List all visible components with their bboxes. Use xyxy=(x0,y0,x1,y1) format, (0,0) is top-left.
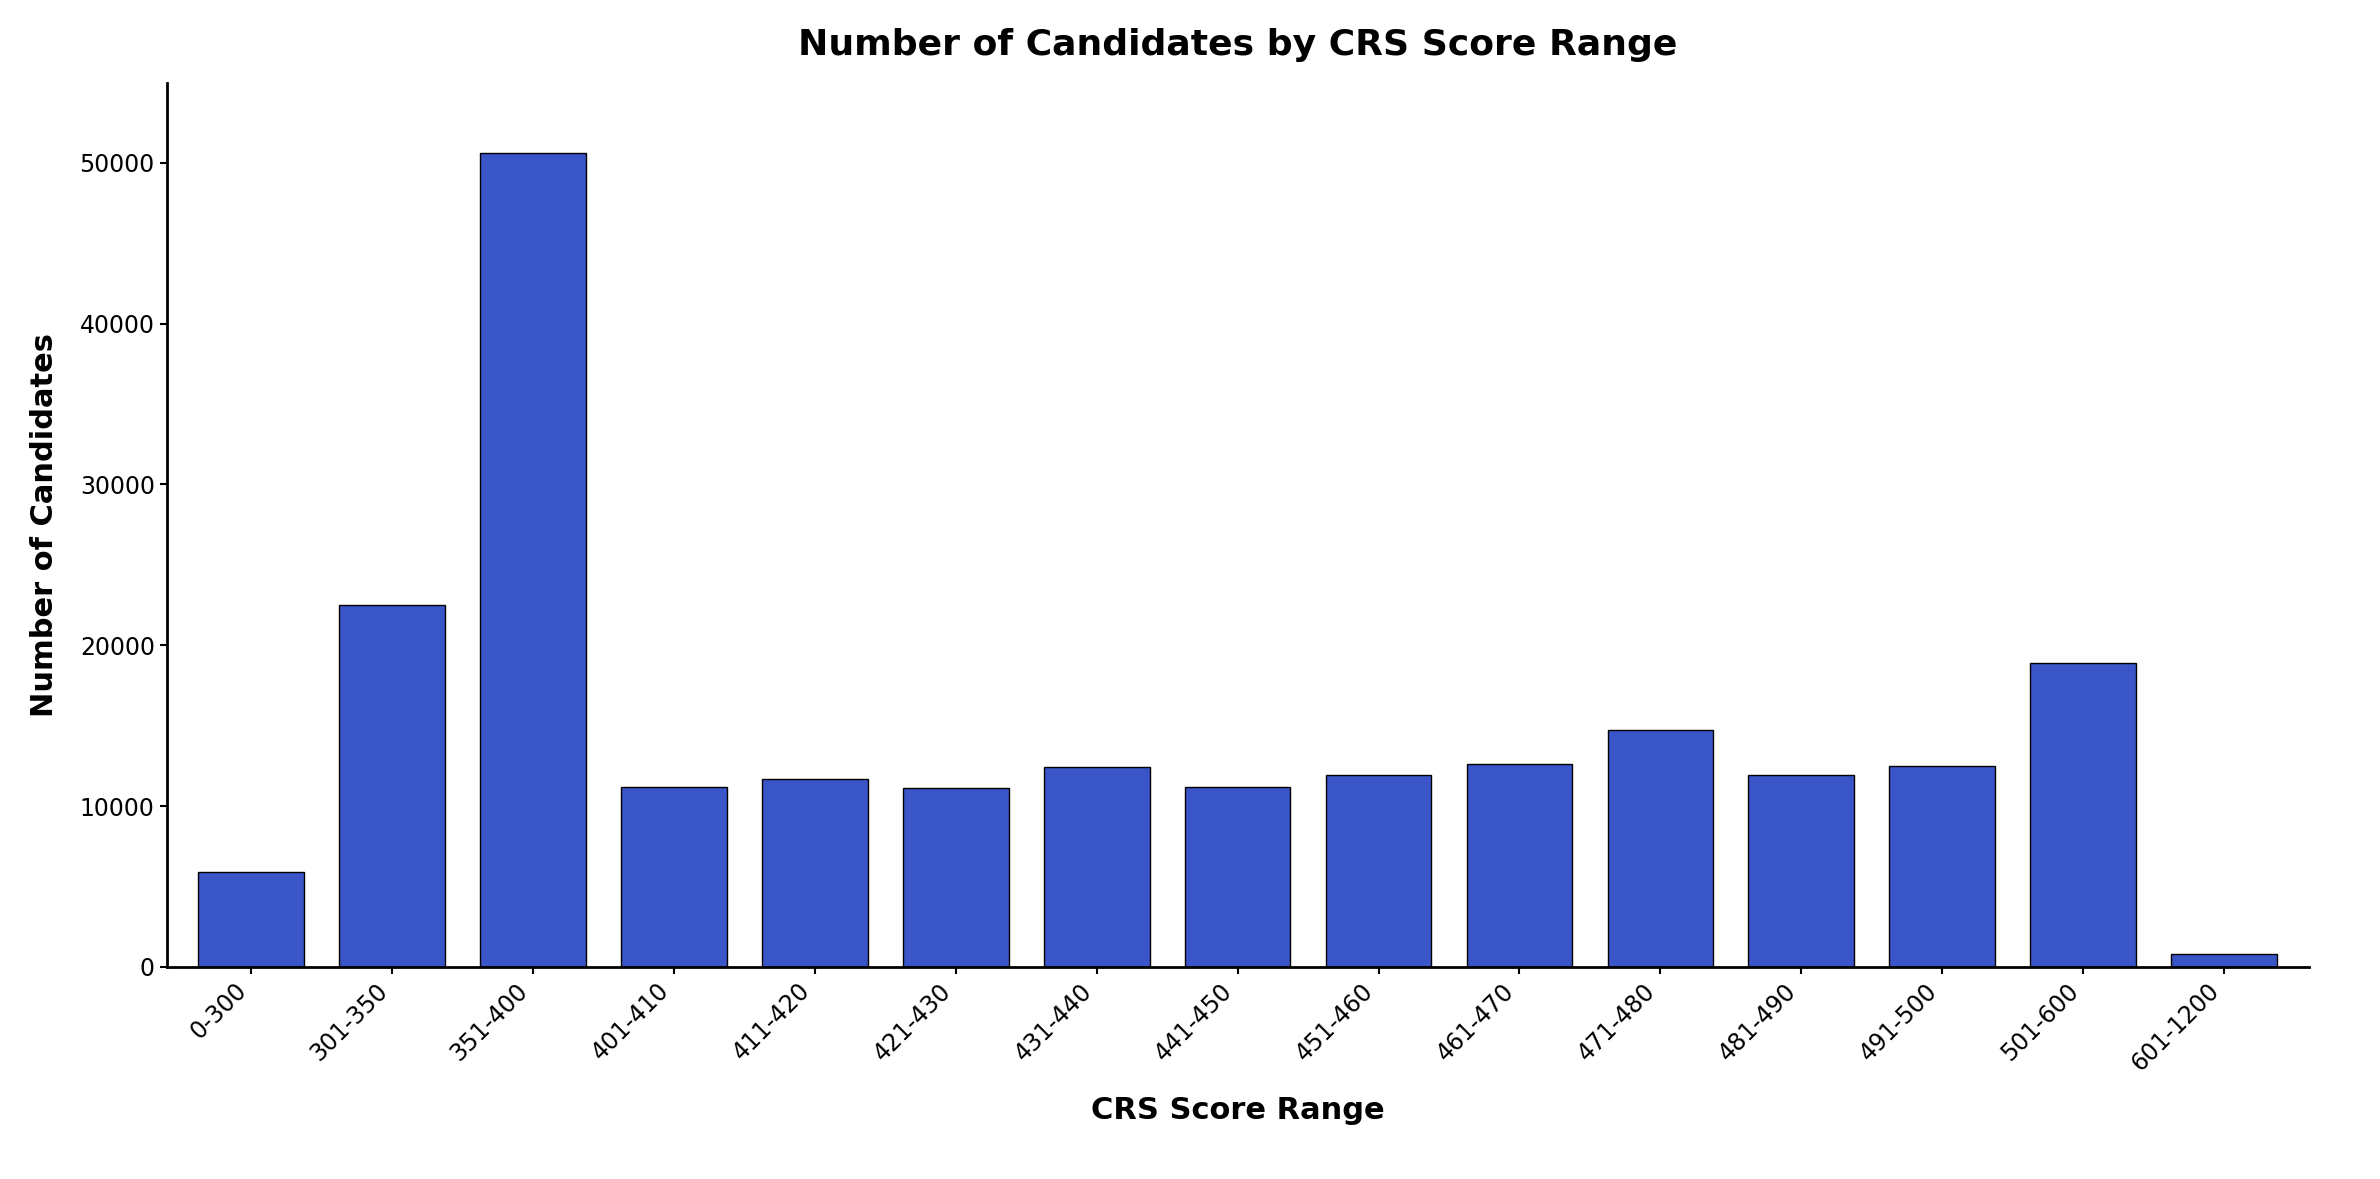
Bar xyxy=(1326,776,1430,967)
Bar xyxy=(1606,731,1714,967)
Bar xyxy=(621,786,726,967)
Bar xyxy=(2171,954,2278,967)
Bar xyxy=(1749,776,1854,967)
Bar xyxy=(902,789,1009,967)
Bar xyxy=(2030,663,2135,967)
Title: Number of Candidates by CRS Score Range: Number of Candidates by CRS Score Range xyxy=(797,28,1678,61)
Bar xyxy=(1466,764,1573,967)
Bar xyxy=(1045,768,1150,967)
Bar xyxy=(762,778,869,967)
X-axis label: CRS Score Range: CRS Score Range xyxy=(1090,1096,1385,1126)
Bar xyxy=(1185,786,1290,967)
Bar xyxy=(198,872,305,967)
Bar xyxy=(481,153,585,967)
Y-axis label: Number of Candidates: Number of Candidates xyxy=(29,332,60,717)
Bar xyxy=(340,605,445,967)
Bar xyxy=(1890,766,1994,967)
